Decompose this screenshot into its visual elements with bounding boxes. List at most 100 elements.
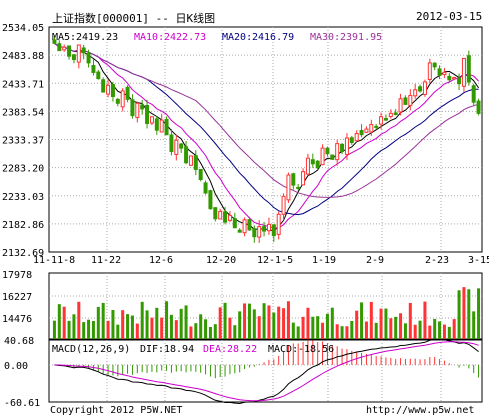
candle-body bbox=[364, 128, 369, 133]
candle-body bbox=[442, 71, 447, 76]
candle-body bbox=[135, 102, 140, 118]
volume-bar bbox=[62, 306, 66, 339]
price-y-tick: 2383.54 bbox=[2, 107, 44, 118]
candle-body bbox=[452, 76, 457, 80]
candle-body bbox=[203, 182, 208, 194]
volume-bar bbox=[57, 304, 61, 339]
candle-body bbox=[461, 57, 466, 87]
x-tick-label: 1-19 bbox=[312, 255, 336, 266]
x-tick-label: 12-1-5 bbox=[257, 255, 293, 266]
macd-label: MACD: bbox=[268, 344, 298, 355]
candle-body bbox=[130, 99, 135, 117]
volume-bar bbox=[72, 314, 76, 339]
macd-value: -18.56 bbox=[298, 344, 334, 355]
volume-bar bbox=[369, 301, 373, 339]
candle-body bbox=[76, 44, 81, 63]
volume-bar bbox=[194, 323, 198, 339]
candle-body bbox=[476, 100, 481, 114]
candle-body bbox=[242, 219, 247, 234]
volume-bar bbox=[184, 305, 188, 339]
dif-value: 18.94 bbox=[164, 344, 194, 355]
candle-body bbox=[330, 154, 335, 160]
volume-bar bbox=[403, 323, 407, 339]
candle-body bbox=[437, 68, 442, 76]
volume-bar bbox=[179, 308, 183, 339]
site-url[interactable]: http://www.p5w.net bbox=[366, 405, 474, 416]
volume-y-tick: 17978 bbox=[2, 270, 32, 281]
candle-body bbox=[388, 112, 393, 117]
price-y-tick: 2233.03 bbox=[2, 192, 44, 203]
volume-bar bbox=[67, 320, 71, 339]
volume-bar bbox=[360, 302, 364, 339]
candle-body bbox=[91, 64, 96, 73]
candle-body bbox=[247, 219, 252, 231]
candle-body bbox=[383, 117, 388, 121]
volume-bar bbox=[82, 322, 86, 339]
ma-legend: MA5: 2419.23 MA10: 2422.73 MA20: 2416.79… bbox=[52, 32, 382, 43]
volume-bar bbox=[165, 301, 169, 339]
candle-body bbox=[403, 97, 408, 105]
x-tick-label: 12-20 bbox=[206, 255, 236, 266]
volume-bar bbox=[169, 314, 173, 339]
volume-bar bbox=[340, 326, 344, 339]
candle-body bbox=[208, 190, 213, 210]
volume-bar bbox=[316, 316, 320, 339]
volume-y-tick: 14476 bbox=[2, 314, 32, 325]
candle-body bbox=[193, 155, 198, 170]
candle-body bbox=[296, 186, 301, 189]
chart-date: 2012-03-15 bbox=[416, 10, 483, 23]
candle-body bbox=[354, 133, 359, 142]
price-y-tick: 2433.71 bbox=[2, 79, 44, 90]
candle-body bbox=[184, 146, 189, 164]
volume-bar bbox=[267, 305, 271, 339]
candle-body bbox=[252, 228, 257, 238]
candle-body bbox=[325, 147, 330, 155]
candle-body bbox=[179, 143, 184, 149]
x-tick-label: 11-11-8 bbox=[33, 255, 75, 266]
candle-body bbox=[174, 139, 179, 155]
candle-body bbox=[393, 112, 398, 115]
volume-bar bbox=[218, 307, 222, 339]
candle-body bbox=[145, 105, 150, 124]
volume-bar bbox=[272, 312, 276, 339]
candle-body bbox=[169, 134, 174, 152]
volume-bar bbox=[321, 322, 325, 339]
ma10-value: 2422.73 bbox=[164, 32, 206, 43]
volume-bar bbox=[350, 320, 354, 339]
volume-bar bbox=[355, 310, 359, 339]
candle-body bbox=[276, 213, 281, 235]
price-y-tick: 2182.86 bbox=[2, 220, 44, 231]
candle-body bbox=[96, 71, 101, 80]
volume-bar bbox=[199, 314, 203, 339]
volume-bar bbox=[364, 321, 368, 339]
ma30-label: MA30: bbox=[310, 32, 340, 43]
ma5-label: MA5: bbox=[52, 32, 76, 43]
macd-legend: MACD(12,26,9) DIF: 18.94 DEA: 28.22 MACD… bbox=[52, 344, 334, 355]
volume-bar bbox=[150, 317, 154, 339]
candle-body bbox=[57, 43, 62, 52]
candle-body bbox=[335, 143, 340, 161]
candle-body bbox=[466, 55, 471, 83]
volume-bar bbox=[243, 303, 247, 339]
candle-body bbox=[110, 84, 115, 98]
dif-line bbox=[54, 338, 479, 405]
volume-bar bbox=[91, 320, 95, 339]
candle-body bbox=[106, 84, 111, 95]
volume-bar bbox=[467, 289, 471, 339]
candle-body bbox=[305, 157, 310, 175]
candle-body bbox=[237, 229, 242, 233]
candle-body bbox=[149, 116, 154, 124]
volume-bar bbox=[77, 301, 81, 339]
candle-body bbox=[271, 224, 276, 237]
volume-bar bbox=[325, 313, 329, 339]
dea-line bbox=[54, 341, 479, 402]
dif-label: DIF: bbox=[140, 344, 164, 355]
volume-bar bbox=[140, 301, 144, 339]
volume-bar bbox=[438, 321, 442, 339]
candle-body bbox=[374, 125, 379, 128]
volume-bar bbox=[174, 320, 178, 339]
volume-bar bbox=[379, 308, 383, 339]
volume-bar bbox=[252, 309, 256, 339]
x-tick-label: 2-23 bbox=[425, 255, 449, 266]
